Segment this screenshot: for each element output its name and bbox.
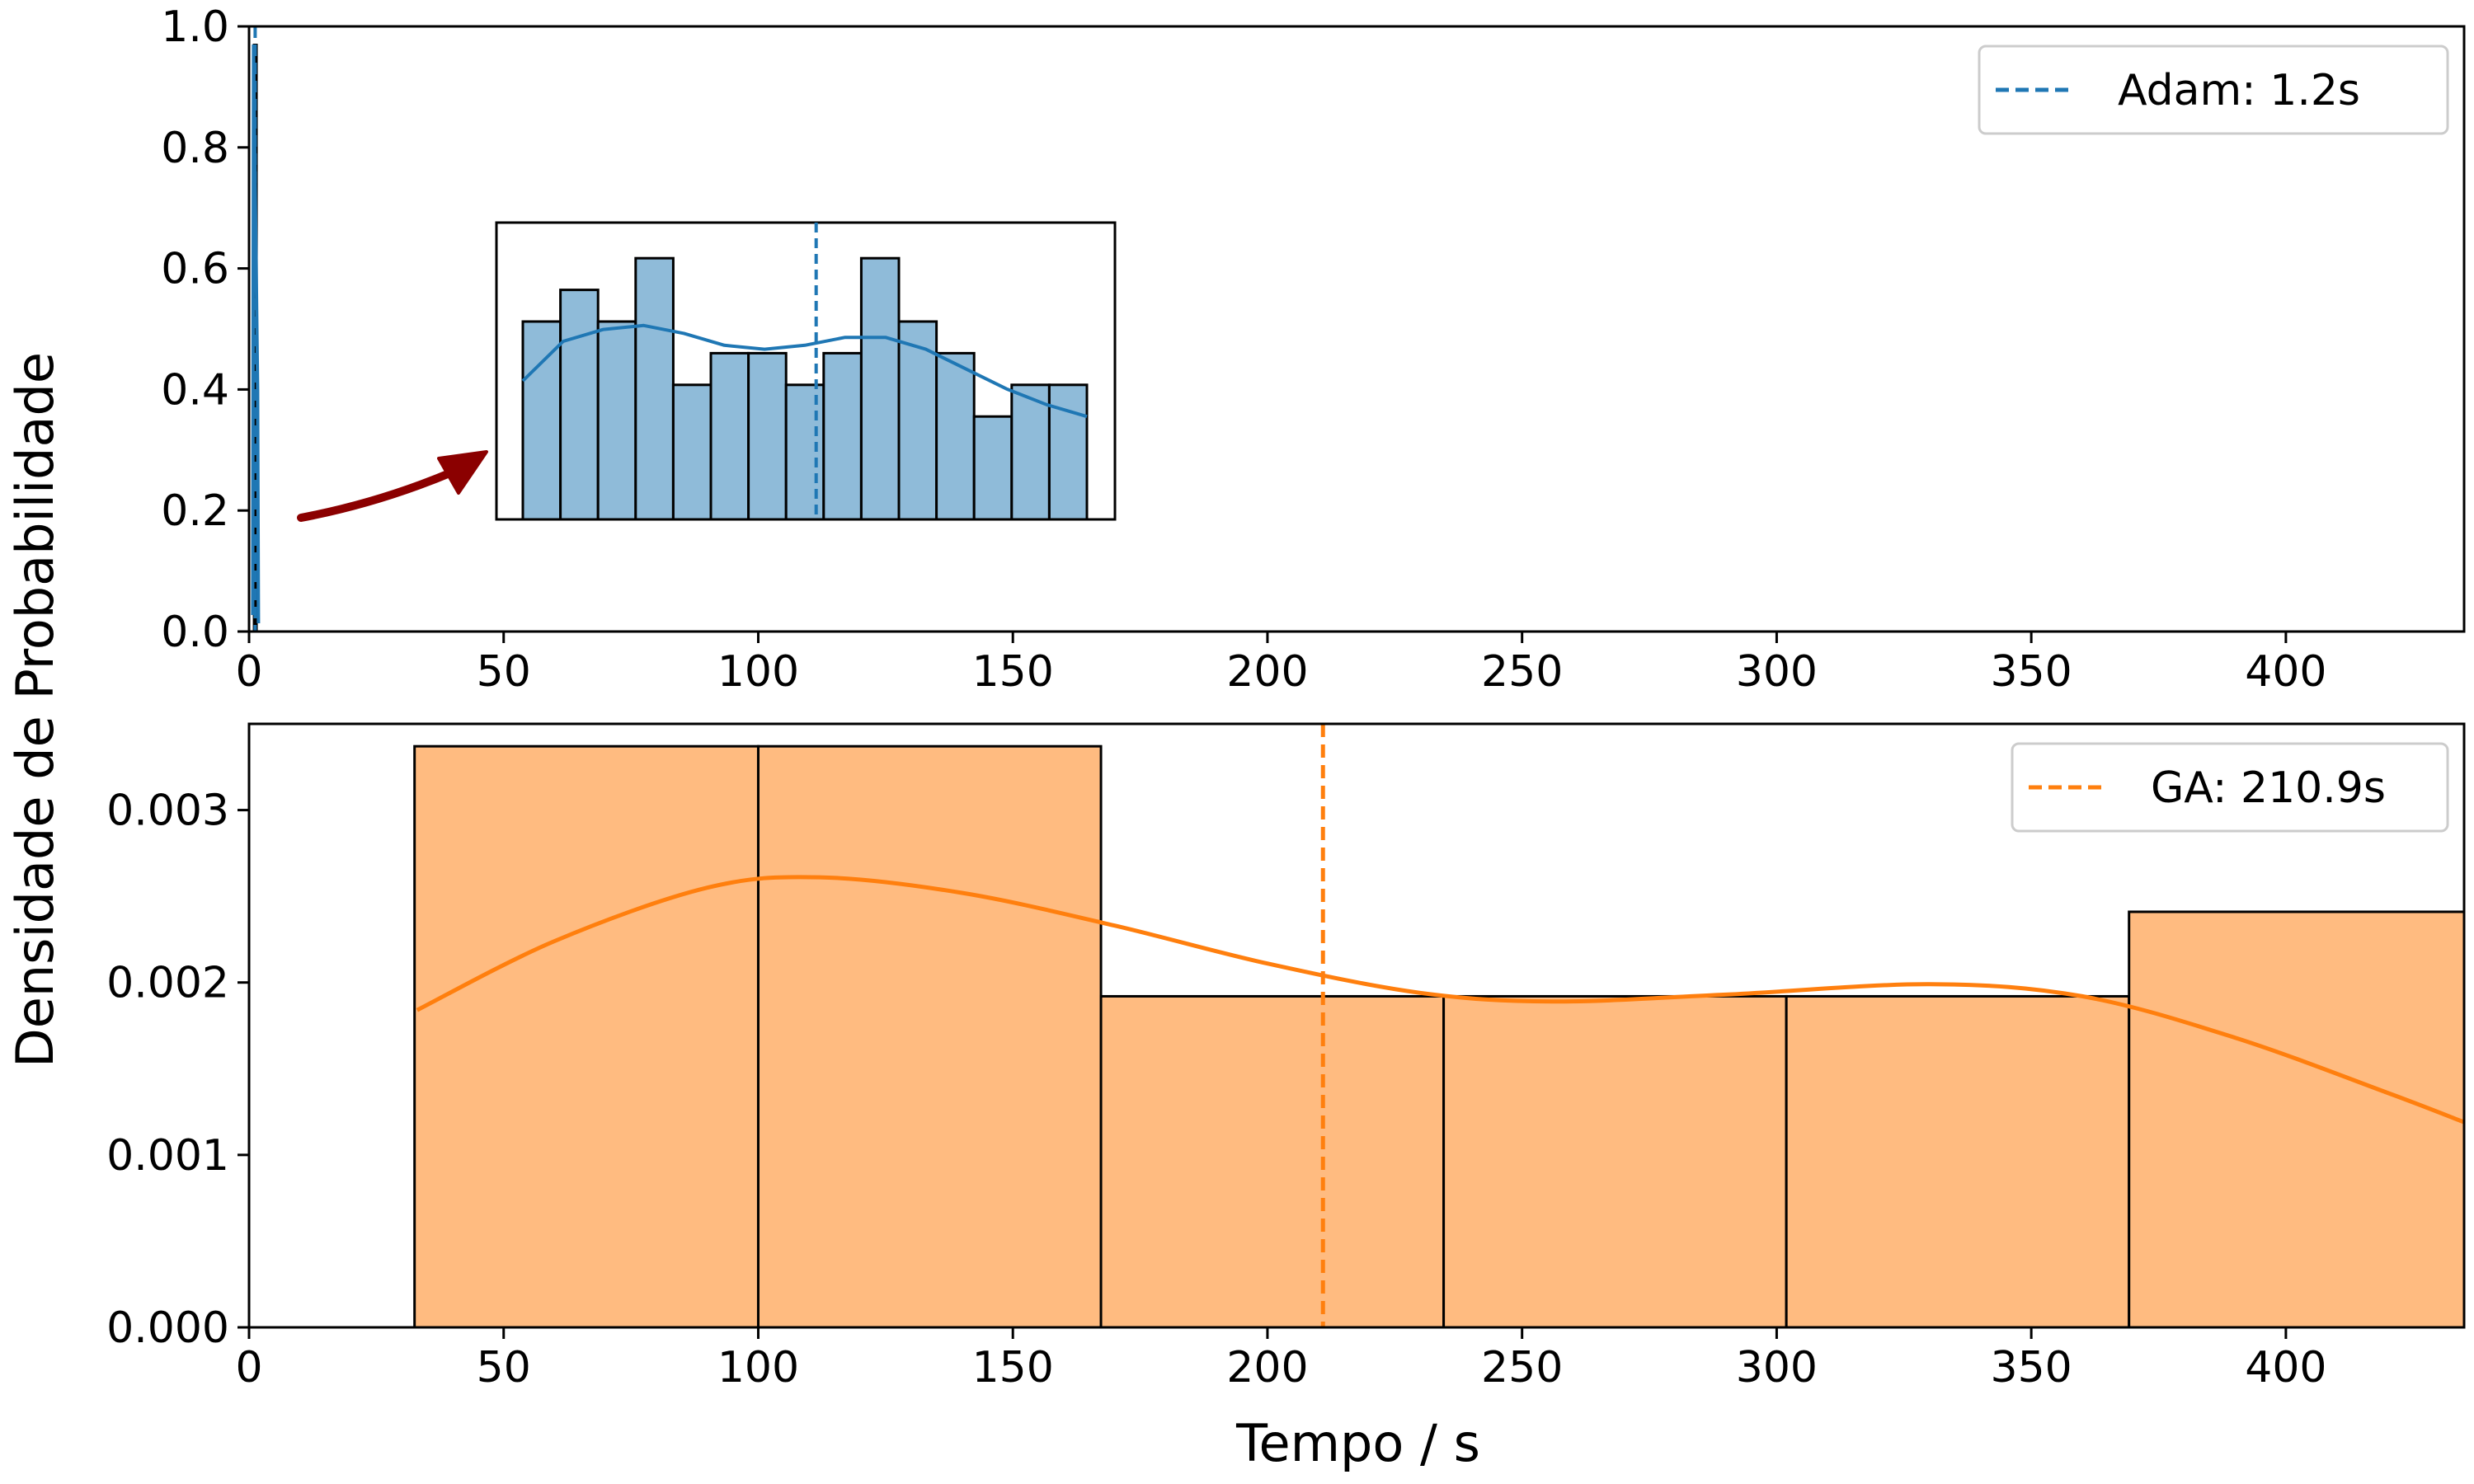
bottom-ticks: 0 50 100 150 200 250 300 350 400 0.000 0.001 0.002 0… (106, 787, 2326, 1392)
x-axis-label: Tempo / s (1235, 1413, 1480, 1473)
bottom-histogram-bar (413, 744, 760, 1329)
bottom-ytick-label: 0.000 (106, 1303, 229, 1353)
bottom-histogram-bar (1785, 994, 2131, 1329)
inset-bar (1010, 383, 1051, 521)
top-ytick-label: 0.4 (161, 365, 229, 415)
top-ytick-label: 0.8 (161, 124, 229, 173)
inset-kde-line (521, 323, 1088, 419)
bottom-xtick-label: 400 (2245, 1343, 2326, 1392)
bottom-histogram-bar (1099, 994, 1446, 1329)
top-xtick-label: 200 (1226, 647, 1308, 697)
bottom-ytick-label: 0.001 (106, 1131, 229, 1181)
top-ytick-label: 1.0 (161, 2, 229, 52)
inset-bar (559, 289, 600, 521)
arrow-shaft (297, 467, 458, 522)
top-legend-box (1978, 45, 2449, 135)
bottom-xtick-label: 250 (1481, 1343, 1563, 1392)
bottom-xtick-label: 0 (235, 1343, 262, 1392)
bottom-xtick-label: 50 (477, 1343, 531, 1392)
bottom-histogram-bar (2128, 910, 2466, 1329)
bottom-axes-frame (247, 722, 2466, 1329)
bottom-legend: GA: 210.9s (2011, 742, 2449, 833)
inset-bar (747, 351, 788, 521)
bottom-xtick-label: 100 (717, 1343, 799, 1392)
bottom-xtick-label: 200 (1226, 1343, 1308, 1392)
bottom-legend-label: GA: 210.9s (2151, 763, 2386, 813)
inset-bar (935, 351, 976, 521)
inset-bar (859, 256, 901, 521)
top-ticks: 0 50 100 150 200 250 300 350 400 0.0 0.2 0.4 0.6 0.8 1… (161, 2, 2326, 697)
bottom-histogram-bar (1442, 994, 1788, 1329)
bottom-ytick-label: 0.003 (106, 787, 229, 836)
bottom-marks (413, 724, 2466, 1329)
top-xtick-label: 400 (2245, 647, 2326, 697)
bottom-legend-box (2011, 742, 2449, 833)
zoom-arrow (297, 450, 488, 522)
top-ytick-label: 0.2 (161, 486, 229, 536)
bottom-xtick-label: 300 (1736, 1343, 1818, 1392)
inset-bar (822, 351, 863, 521)
top-xtick-label: 0 (235, 647, 262, 697)
top-xtick-label: 50 (477, 647, 531, 697)
inset-bar (972, 415, 1014, 521)
bottom-xtick-label: 150 (972, 1343, 1054, 1392)
top-legend-label: Adam: 1.2s (2118, 66, 2360, 115)
top-kde-line (251, 44, 261, 624)
inset-bar (897, 320, 938, 521)
inset-bar (709, 351, 750, 521)
bottom-kde-line (416, 875, 2465, 1125)
inset-bar (1047, 383, 1089, 521)
y-axis-label: Densidade de Probabilidade (5, 352, 65, 1068)
top-xtick-label: 350 (1991, 647, 2072, 697)
top-xtick-label: 100 (717, 647, 799, 697)
bottom-xtick-label: 350 (1991, 1343, 2072, 1392)
bottom-histogram-bar (756, 744, 1103, 1329)
top-xtick-label: 150 (972, 647, 1054, 697)
arrow-head (437, 450, 488, 495)
top-ytick-label: 0.6 (161, 245, 229, 294)
top-ytick-label: 0.0 (161, 608, 229, 657)
zoom-inset (495, 221, 1117, 521)
inset-bar (596, 320, 637, 521)
inset-bar (521, 320, 562, 521)
bottom-ytick-label: 0.002 (106, 959, 229, 1008)
top-axes-frame (247, 25, 2466, 633)
top-xtick-label: 250 (1481, 647, 1563, 697)
top-legend: Adam: 1.2s (1978, 45, 2449, 135)
top-marks (251, 26, 261, 632)
top-panel: 0 50 100 150 200 250 300 350 400 0.0 0.2 0.4 0.6 0.8 1… (161, 2, 2466, 697)
inset-bar (671, 383, 713, 521)
top-xtick-label: 300 (1736, 647, 1818, 697)
inset-bar (784, 383, 825, 521)
bottom-panel: 0 50 100 150 200 250 300 350 400 0.000 0.001 0.002 0… (106, 722, 2466, 1392)
inset-bar (634, 256, 675, 521)
